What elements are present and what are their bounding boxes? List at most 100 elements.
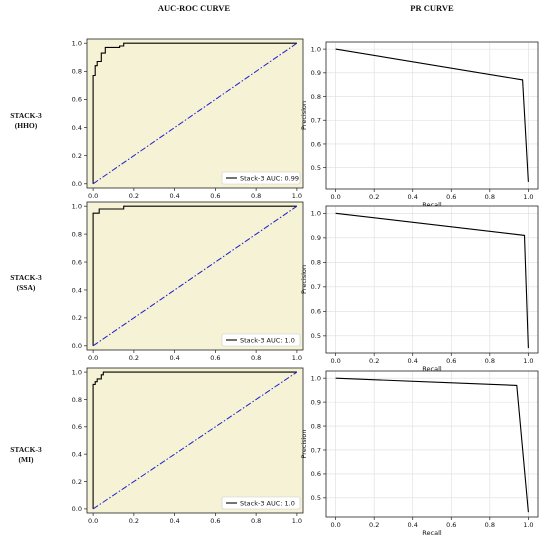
row-label-mi-line1: STACK-3 bbox=[10, 445, 42, 454]
panel-pr-mi: 0.0 0.2 0.4 0.6 0.8 1.0 0.5 0.6 0.7 0.8 0.9 1.0 Reca… bbox=[300, 370, 539, 535]
x-tick-label: 0.6 bbox=[446, 357, 456, 365]
x-tick-label: 0.2 bbox=[369, 357, 379, 365]
plot-background bbox=[326, 206, 538, 353]
y-tick-label: 0.0 bbox=[72, 505, 82, 513]
y-axis-title: Precision bbox=[300, 101, 308, 130]
plot-background bbox=[326, 42, 538, 189]
x-tick-label: 1.0 bbox=[292, 517, 302, 525]
x-tick-label: 0.4 bbox=[169, 192, 179, 200]
y-tick-label: 0.8 bbox=[311, 422, 321, 430]
y-tick-label: 0.6 bbox=[72, 258, 82, 266]
x-tick-label: 0.8 bbox=[485, 521, 495, 529]
legend-box bbox=[221, 496, 301, 510]
curve-line bbox=[92, 42, 297, 184]
y-tick-label: 0.8 bbox=[72, 396, 82, 404]
curve-line bbox=[335, 48, 529, 182]
x-tick-label: 0.0 bbox=[330, 357, 340, 365]
row-label-ssa-line1: STACK-3 bbox=[10, 273, 42, 282]
x-tick-label: 0.2 bbox=[129, 192, 139, 200]
x-tick-label: 0.6 bbox=[210, 192, 220, 200]
x-tick-label: 0.6 bbox=[446, 193, 456, 201]
y-tick-label: 0.2 bbox=[72, 314, 82, 322]
x-tick-label: 0.6 bbox=[210, 517, 220, 525]
x-tick-label: 0.4 bbox=[408, 193, 418, 201]
y-tick-label: 0.4 bbox=[72, 124, 82, 132]
roc-column-header: AUC-ROC CURVE bbox=[158, 3, 231, 13]
x-tick-label: 0.0 bbox=[330, 193, 340, 201]
y-tick-label: 0.5 bbox=[311, 494, 321, 502]
plot-background bbox=[326, 371, 538, 517]
y-tick-label: 0.8 bbox=[311, 93, 321, 101]
y-tick-label: 0.4 bbox=[72, 450, 82, 458]
x-tick-label: 1.0 bbox=[523, 357, 533, 365]
y-tick-label: 0.2 bbox=[72, 478, 82, 486]
plot-frame bbox=[325, 370, 539, 518]
y-tick-label: 0.9 bbox=[311, 398, 321, 406]
x-tick-label: 1.0 bbox=[292, 354, 302, 362]
legend-label: Stack-3 AUC: 1.0 bbox=[240, 336, 295, 344]
x-tick-label: 0.6 bbox=[210, 354, 220, 362]
x-tick-label: 0.2 bbox=[369, 193, 379, 201]
y-tick-label: 0.9 bbox=[311, 69, 321, 77]
curve-line bbox=[335, 212, 529, 349]
x-tick-label: 0.2 bbox=[369, 521, 379, 529]
y-tick-label: 1.0 bbox=[311, 210, 321, 218]
row-label-mi-line2: (MI) bbox=[19, 455, 34, 464]
x-tick-label: 0.2 bbox=[129, 354, 139, 362]
pr-column-header: PR CURVE bbox=[410, 3, 454, 13]
y-tick-label: 0.5 bbox=[311, 164, 321, 172]
y-tick-label: 0.8 bbox=[72, 68, 82, 76]
x-tick-label: 0.0 bbox=[88, 354, 98, 362]
y-tick-label: 1.0 bbox=[72, 202, 82, 210]
x-tick-label: 0.4 bbox=[408, 521, 418, 529]
plot-frame bbox=[325, 205, 539, 354]
x-tick-label: 0.8 bbox=[251, 192, 261, 200]
diagonal-reference-line bbox=[92, 371, 298, 510]
y-tick-label: 0.5 bbox=[311, 332, 321, 340]
y-tick-label: 1.0 bbox=[311, 374, 321, 382]
row-label-hho-line1: STACK-3 bbox=[10, 111, 42, 120]
y-tick-label: 1.0 bbox=[72, 368, 82, 376]
y-tick-label: 1.0 bbox=[311, 45, 321, 53]
diagonal-reference-line bbox=[92, 42, 298, 185]
y-tick-label: 0.0 bbox=[72, 180, 82, 188]
panel-roc-hho: 0.0 0.2 0.4 0.6 0.8 1.0 0.0 0.2 0.4 0.6 0.8 1.0 Stac… bbox=[72, 38, 304, 200]
y-tick-label: 0.8 bbox=[72, 230, 82, 238]
x-tick-label: 0.8 bbox=[251, 517, 261, 525]
y-axis-title: Precision bbox=[300, 429, 308, 458]
plot-frame bbox=[86, 201, 304, 351]
x-tick-label: 1.0 bbox=[292, 192, 302, 200]
plot-frame bbox=[86, 367, 304, 514]
x-tick-label: 1.0 bbox=[523, 521, 533, 529]
x-tick-label: 0.0 bbox=[330, 521, 340, 529]
x-tick-label: 0.2 bbox=[129, 517, 139, 525]
y-tick-label: 0.7 bbox=[311, 446, 321, 454]
x-tick-label: 0.4 bbox=[169, 517, 179, 525]
y-tick-label: 0.4 bbox=[72, 286, 82, 294]
panel-pr-ssa: 0.0 0.2 0.4 0.6 0.8 1.0 0.5 0.6 0.7 0.8 0.9 1.0 Reca… bbox=[300, 205, 539, 373]
chart-panels: 0.0 0.2 0.4 0.6 0.8 1.0 0.0 0.2 0.4 0.6 0.8 1.0 Stac… bbox=[72, 38, 539, 535]
legend-box bbox=[221, 333, 301, 347]
x-tick-label: 0.8 bbox=[251, 354, 261, 362]
y-axis-title: Precision bbox=[300, 265, 308, 294]
row-label-hho-line2: (HHO) bbox=[15, 121, 38, 130]
curve-line bbox=[92, 371, 297, 509]
x-tick-label: 0.8 bbox=[485, 193, 495, 201]
y-tick-label: 0.7 bbox=[311, 283, 321, 291]
y-tick-label: 0.0 bbox=[72, 342, 82, 350]
y-tick-label: 0.6 bbox=[311, 140, 321, 148]
panel-roc-ssa: 0.0 0.2 0.4 0.6 0.8 1.0 0.0 0.2 0.4 0.6 0.8 1.0 Stac… bbox=[72, 201, 304, 362]
y-tick-label: 0.6 bbox=[72, 423, 82, 431]
y-tick-label: 0.7 bbox=[311, 117, 321, 125]
x-axis-title: Recall bbox=[422, 529, 442, 535]
x-tick-label: 0.4 bbox=[408, 357, 418, 365]
y-tick-label: 0.6 bbox=[72, 96, 82, 104]
plot-frame bbox=[86, 38, 304, 189]
y-tick-label: 0.6 bbox=[311, 470, 321, 478]
x-tick-label: 1.0 bbox=[523, 193, 533, 201]
y-tick-label: 0.2 bbox=[72, 152, 82, 160]
curve-line bbox=[92, 205, 297, 346]
legend-box bbox=[221, 171, 301, 185]
y-tick-label: 0.9 bbox=[311, 234, 321, 242]
